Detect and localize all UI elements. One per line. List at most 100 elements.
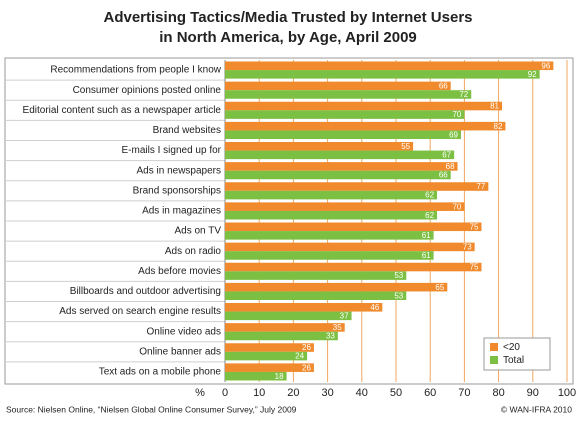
y-tick-label: Online banner ads — [139, 346, 221, 357]
x-tick-label: 20 — [287, 387, 299, 399]
value-label: 35 — [333, 323, 342, 332]
y-tick-label: Ads on radio — [165, 246, 222, 257]
chart-title: Advertising Tactics/Media Trusted by Int… — [104, 9, 473, 26]
x-tick-label: 0 — [222, 387, 228, 399]
bar — [225, 323, 345, 332]
y-tick-label: Online video ads — [147, 326, 222, 337]
bar — [225, 202, 465, 211]
bar — [225, 291, 407, 300]
y-tick-label: Editorial content such as a newspaper ar… — [23, 105, 222, 116]
bar — [225, 311, 352, 321]
bar — [225, 371, 287, 381]
bar — [225, 170, 451, 180]
bar — [225, 282, 448, 292]
bar — [225, 271, 407, 280]
bar — [225, 303, 383, 312]
value-label: 46 — [370, 303, 379, 312]
y-tick-label: Ads in newspapers — [137, 165, 222, 176]
bar — [225, 150, 455, 160]
source: Source: Nielsen Online, “Nielsen Global … — [6, 404, 297, 414]
bar — [225, 222, 482, 232]
bar — [225, 101, 503, 111]
bar — [225, 162, 458, 171]
value-label: 72 — [459, 90, 468, 99]
y-tick-label: Consumer opinions posted online — [73, 85, 222, 96]
x-tick-label: 90 — [527, 387, 539, 399]
y-tick-label: Ads served on search engine results — [59, 306, 221, 317]
legend-swatch — [490, 356, 498, 364]
value-label: 18 — [275, 372, 284, 381]
value-label: 82 — [494, 122, 503, 131]
value-label: 75 — [470, 222, 479, 231]
value-label: 24 — [295, 352, 304, 361]
value-label: 67 — [442, 150, 451, 159]
chart-title: in North America, by Age, April 2009 — [159, 29, 417, 46]
bar — [225, 182, 489, 191]
bar — [225, 81, 451, 91]
bar — [225, 142, 414, 151]
bar — [225, 121, 506, 131]
y-tick-label: Text ads on a mobile phone — [99, 367, 222, 378]
value-label: 77 — [476, 182, 485, 191]
y-tick-label: E-mails I signed up for — [122, 145, 222, 156]
bar — [225, 351, 308, 361]
bar — [225, 251, 434, 260]
bar — [225, 231, 434, 240]
value-label: 62 — [425, 191, 434, 200]
bar — [225, 130, 461, 139]
value-label: 61 — [422, 251, 431, 260]
x-tick-label: 80 — [492, 387, 504, 399]
y-tick-label: Ads before movies — [138, 266, 221, 277]
value-label: 66 — [439, 171, 448, 180]
y-tick-label: Recommendations from people I know — [50, 65, 221, 76]
x-tick-label: 10 — [253, 387, 265, 399]
bar — [225, 190, 438, 200]
value-label: 75 — [470, 263, 479, 272]
bar — [225, 90, 472, 99]
value-label: 81 — [490, 102, 499, 111]
value-label: 68 — [446, 162, 455, 171]
bar — [225, 61, 554, 71]
legend-label: <20 — [503, 342, 520, 353]
bar — [225, 262, 482, 272]
value-label: 61 — [422, 231, 431, 240]
credit: © WAN-IFRA 2010 — [501, 404, 572, 414]
value-label: 96 — [541, 61, 550, 70]
value-label: 53 — [394, 291, 403, 300]
y-tick-label: Brand websites — [153, 125, 221, 136]
value-label: 69 — [449, 130, 458, 139]
value-label: 55 — [401, 142, 410, 151]
x-tick-label: 60 — [424, 387, 436, 399]
value-label: 53 — [394, 271, 403, 280]
value-label: 70 — [452, 110, 461, 119]
legend-swatch — [490, 343, 498, 351]
value-label: 92 — [528, 70, 537, 79]
x-tick-label: 70 — [458, 387, 470, 399]
bar — [225, 210, 438, 220]
value-label: 37 — [340, 311, 349, 320]
x-unit: % — [195, 387, 205, 399]
value-label: 62 — [425, 211, 434, 220]
bar — [225, 343, 314, 352]
x-tick-label: 50 — [390, 387, 402, 399]
y-tick-label: Billboards and outdoor advertising — [70, 286, 221, 297]
value-label: 70 — [452, 202, 461, 211]
y-tick-label: Ads on TV — [174, 226, 221, 237]
value-label: 73 — [463, 243, 472, 252]
x-tick-label: 40 — [356, 387, 368, 399]
bar — [225, 242, 475, 252]
bar — [225, 70, 540, 79]
value-label: 65 — [435, 283, 444, 292]
value-label: 26 — [302, 343, 311, 352]
x-tick-label: 30 — [321, 387, 333, 399]
y-tick-label: Ads in magazines — [142, 206, 221, 217]
bar — [225, 331, 338, 341]
bar — [225, 363, 314, 372]
value-label: 66 — [439, 82, 448, 91]
x-tick-label: 100 — [558, 387, 576, 399]
bar — [225, 110, 465, 119]
y-tick-label: Brand sponsorships — [133, 185, 221, 196]
value-label: 26 — [302, 363, 311, 372]
value-label: 33 — [326, 332, 335, 341]
